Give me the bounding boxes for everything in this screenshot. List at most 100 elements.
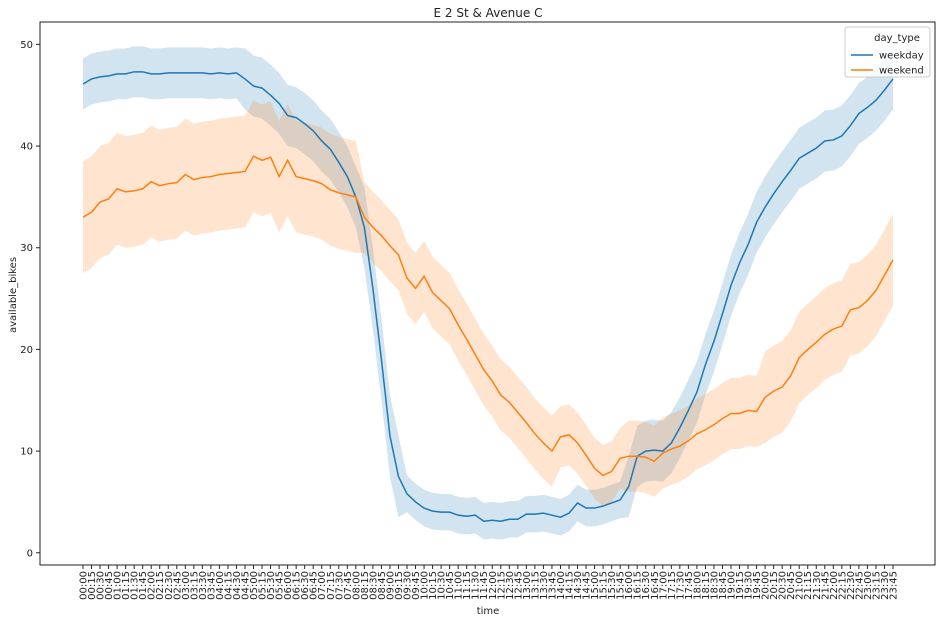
x-tick-label: 22:00: [829, 571, 840, 600]
x-tick-label: 18:45: [718, 571, 729, 600]
x-tick-label: 18:30: [709, 571, 720, 600]
x-tick-label: 10:15: [428, 571, 439, 600]
x-tick-label: 05:30: [266, 571, 277, 600]
x-tick-label: 16:00: [624, 571, 635, 600]
x-tick-label: 03:00: [181, 571, 192, 600]
x-tick-label: 21:45: [820, 571, 831, 600]
x-tick-label: 02:00: [147, 571, 158, 600]
x-tick-label: 05:15: [258, 571, 269, 600]
x-tick-label: 01:45: [138, 571, 149, 600]
x-tick-label: 14:30: [573, 571, 584, 600]
x-tick-label: 17:45: [684, 571, 695, 600]
x-tick-label: 09:30: [403, 571, 414, 600]
x-tick-label: 08:00: [351, 571, 362, 600]
x-tick-label: 10:30: [437, 571, 448, 600]
x-tick-label: 16:45: [650, 571, 661, 600]
x-tick-label: 00:30: [96, 571, 107, 600]
x-tick-label: 07:00: [317, 571, 328, 600]
y-tick-label: 50: [20, 40, 33, 51]
x-tick-label: 01:15: [121, 571, 132, 600]
y-tick-label: 20: [20, 345, 33, 356]
x-tick-label: 12:45: [513, 571, 524, 600]
x-tick-label: 22:45: [854, 571, 865, 600]
x-tick-label: 07:45: [343, 571, 354, 600]
x-tick-label: 15:45: [616, 571, 627, 600]
x-tick-label: 11:00: [454, 571, 465, 600]
x-tick-label: 04:45: [241, 571, 252, 600]
x-tick-label: 21:30: [812, 571, 823, 600]
x-tick-label: 12:30: [505, 571, 516, 600]
x-tick-label: 15:15: [599, 571, 610, 600]
x-tick-label: 09:15: [394, 571, 405, 600]
x-tick-label: 18:00: [692, 571, 703, 600]
y-tick-label: 40: [20, 142, 33, 153]
x-tick-label: 18:15: [701, 571, 712, 600]
x-tick-label: 11:45: [479, 571, 490, 600]
x-axis-label: time: [477, 606, 500, 617]
x-tick-label: 08:30: [368, 571, 379, 600]
y-axis-label: available_bikes: [8, 257, 19, 333]
x-tick-label: 08:15: [360, 571, 371, 600]
x-tick-label: 02:15: [155, 571, 166, 600]
x-tick-label: 20:00: [761, 571, 772, 600]
x-tick-label: 06:15: [292, 571, 303, 600]
x-tick-label: 23:30: [880, 571, 891, 600]
x-tick-label: 23:00: [863, 571, 874, 600]
x-tick-label: 23:15: [871, 571, 882, 600]
x-tick-label: 14:15: [565, 571, 576, 600]
x-tick-label: 02:45: [172, 571, 183, 600]
x-tick-label: 19:15: [735, 571, 746, 600]
legend-label: weekend: [879, 66, 924, 77]
x-tick-label: 10:45: [445, 571, 456, 600]
x-tick-label: 11:30: [471, 571, 482, 600]
x-tick-label: 17:30: [675, 571, 686, 600]
x-tick-label: 23:45: [889, 571, 900, 600]
x-tick-label: 11:15: [462, 571, 473, 600]
x-tick-label: 22:15: [837, 571, 848, 600]
x-tick-label: 16:30: [641, 571, 652, 600]
x-tick-label: 12:00: [488, 571, 499, 600]
x-tick-label: 02:30: [164, 571, 175, 600]
x-tick-label: 08:45: [377, 571, 388, 600]
chart-title: E 2 St & Avenue C: [434, 6, 543, 20]
x-tick-label: 10:00: [420, 571, 431, 600]
legend-box: [844, 26, 931, 78]
x-tick-label: 19:00: [727, 571, 738, 600]
x-tick-label: 12:15: [496, 571, 507, 600]
x-tick-label: 06:00: [283, 571, 294, 600]
x-tick-label: 01:00: [113, 571, 124, 600]
x-tick-label: 01:30: [130, 571, 141, 600]
x-tick-label: 09:00: [385, 571, 396, 600]
legend-title: day_type: [874, 33, 920, 44]
x-tick-label: 21:15: [803, 571, 814, 600]
x-tick-label: 03:45: [206, 571, 217, 600]
y-tick-label: 10: [20, 447, 33, 458]
legend-label: weekday: [879, 51, 924, 62]
x-tick-label: 19:45: [752, 571, 763, 600]
x-tick-label: 13:30: [539, 571, 550, 600]
x-tick-label: 19:30: [744, 571, 755, 600]
x-tick-label: 17:00: [658, 571, 669, 600]
x-tick-label: 13:45: [547, 571, 558, 600]
x-tick-label: 00:00: [79, 571, 90, 600]
x-tick-label: 20:45: [786, 571, 797, 600]
x-tick-label: 13:00: [522, 571, 533, 600]
x-tick-label: 09:45: [411, 571, 422, 600]
plot-frame: [39, 21, 936, 566]
x-tick-label: 15:30: [607, 571, 618, 600]
x-tick-label: 04:15: [223, 571, 234, 600]
x-tick-label: 00:45: [104, 571, 115, 600]
x-tick-label: 04:00: [215, 571, 226, 600]
confidence-band: [83, 46, 893, 540]
x-tick-label: 20:15: [769, 571, 780, 600]
line: [82, 155, 894, 477]
x-tick-label: 20:30: [778, 571, 789, 600]
x-tick-label: 03:15: [189, 571, 200, 600]
y-tick-label: 0: [27, 548, 33, 559]
x-tick-label: 05:45: [275, 571, 286, 600]
line: [82, 71, 894, 523]
x-tick-label: 21:00: [795, 571, 806, 600]
